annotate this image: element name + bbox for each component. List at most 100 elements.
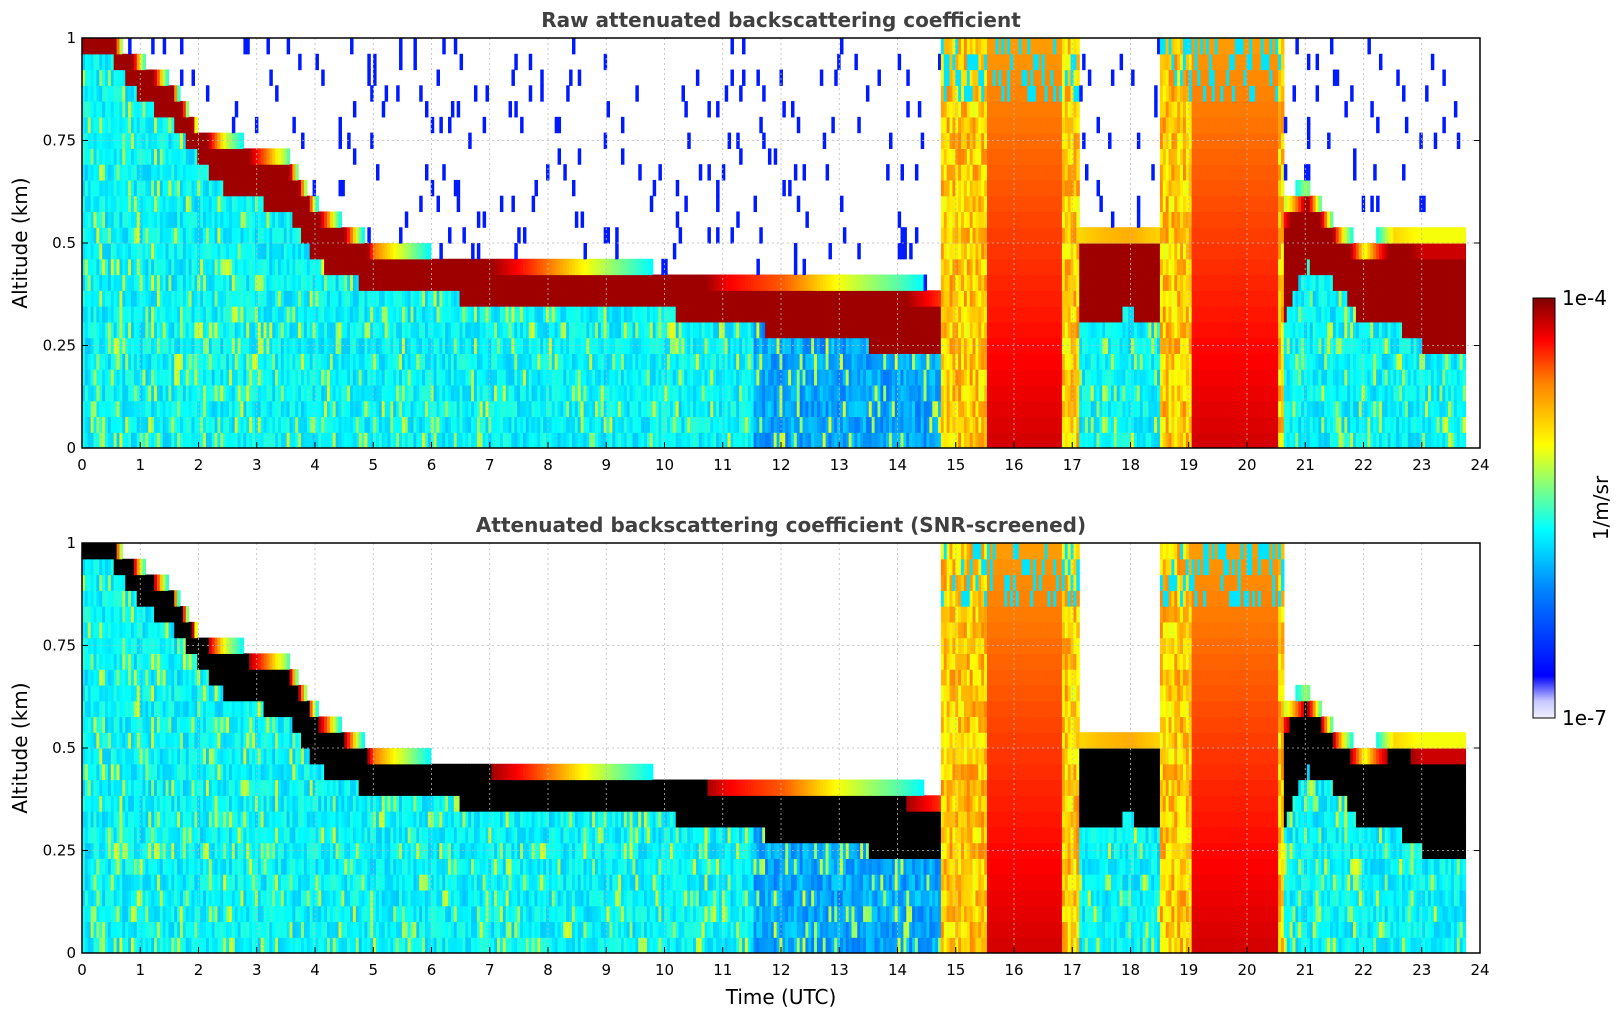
heatmap-cell	[808, 400, 812, 418]
heatmap-cell	[889, 416, 893, 433]
heatmap-cell	[335, 353, 340, 370]
heatmap-cell	[796, 384, 801, 402]
heatmap-cell	[122, 179, 126, 197]
heatmap-cell	[272, 384, 276, 402]
heatmap-cell	[845, 306, 850, 323]
heatmap-cell	[151, 321, 155, 339]
heatmap-cell	[344, 369, 348, 386]
heatmap-cell	[341, 227, 345, 244]
heatmap-cell	[961, 353, 965, 370]
heatmap-cell	[154, 274, 158, 291]
heatmap-cell	[597, 337, 602, 354]
heatmap-cell	[681, 274, 685, 291]
heatmap-cell	[897, 211, 902, 228]
heatmap-cell	[776, 274, 781, 291]
heatmap-cell	[834, 290, 838, 307]
heatmap-cell	[122, 211, 126, 228]
heatmap-cell	[338, 400, 342, 418]
heatmap-cell	[165, 85, 170, 102]
heatmap-cell	[231, 416, 236, 433]
heatmap-cell	[618, 369, 622, 386]
heatmap-cell	[972, 274, 977, 291]
heatmap-cell	[949, 116, 954, 134]
heatmap-cell	[600, 416, 605, 433]
heatmap-cell	[641, 258, 645, 276]
heatmap-cell	[82, 53, 86, 71]
heatmap-cell	[90, 416, 95, 433]
heatmap-cell	[367, 384, 371, 402]
heatmap-cell	[131, 69, 135, 86]
heatmap-cell	[367, 290, 371, 307]
heatmap-cell	[966, 195, 971, 213]
heatmap-cell	[93, 38, 98, 55]
heatmap-cell	[214, 337, 219, 354]
heatmap-cell	[886, 416, 890, 433]
heatmap-cell	[220, 384, 224, 402]
heatmap-cell	[497, 290, 501, 307]
heatmap-cell	[200, 164, 204, 181]
heatmap-cell	[525, 353, 530, 370]
heatmap-cell	[84, 227, 89, 244]
heatmap-cell	[969, 384, 974, 402]
heatmap-cell	[972, 195, 977, 213]
heatmap-cell	[736, 416, 740, 433]
heatmap-cell	[131, 290, 135, 307]
heatmap-cell	[128, 148, 132, 165]
heatmap-cell	[116, 195, 121, 213]
heatmap-cell	[972, 353, 977, 370]
heatmap-cell	[917, 369, 922, 386]
heatmap-cell	[802, 400, 807, 418]
heatmap-cell	[874, 369, 879, 386]
heatmap-cell	[917, 274, 922, 291]
heatmap-cell	[263, 416, 268, 433]
heatmap-cell	[883, 353, 887, 370]
heatmap-cell	[234, 179, 239, 197]
heatmap-cell	[226, 290, 230, 307]
heatmap-cell	[165, 69, 170, 86]
heatmap-cell	[165, 384, 170, 402]
heatmap-cell	[597, 258, 602, 276]
heatmap-cell	[629, 290, 634, 307]
heatmap-cell	[131, 321, 135, 339]
heatmap-cell	[926, 321, 930, 339]
heatmap-cell	[427, 258, 432, 276]
heatmap-cell	[82, 101, 86, 118]
heatmap-cell	[84, 416, 89, 433]
heatmap-cell	[932, 306, 936, 323]
heatmap-cell	[171, 148, 175, 165]
heatmap-cell	[946, 116, 951, 134]
heatmap-cell	[756, 432, 760, 448]
heatmap-cell	[571, 321, 576, 339]
heatmap-cell	[309, 227, 314, 244]
heatmap-cell	[174, 369, 178, 386]
heatmap-cell	[306, 400, 311, 418]
heatmap-cell	[707, 353, 711, 370]
heatmap-cell	[499, 337, 504, 354]
heatmap-cell	[283, 321, 288, 339]
heatmap-cell	[332, 337, 337, 354]
heatmap-cell	[894, 384, 899, 402]
heatmap-cell	[396, 400, 400, 418]
heatmap-cell	[280, 321, 285, 339]
heatmap-cell	[145, 227, 149, 244]
heatmap-cell	[632, 400, 636, 418]
heatmap-cell	[491, 432, 495, 448]
heatmap-cell	[107, 337, 112, 354]
heatmap-cell	[252, 306, 256, 323]
heatmap-cell	[448, 258, 452, 276]
heatmap-cell	[744, 290, 749, 307]
heatmap-cell	[295, 353, 299, 370]
heatmap-cell	[949, 164, 954, 181]
heatmap-cell	[742, 38, 746, 55]
heatmap-cell	[952, 116, 956, 134]
heatmap-cell	[246, 164, 250, 181]
heatmap-cell	[303, 337, 308, 354]
heatmap-cell	[698, 369, 703, 386]
heatmap-cell	[280, 384, 285, 402]
heatmap-cell	[148, 274, 152, 291]
heatmap-cell	[531, 274, 536, 291]
heatmap-cell	[923, 337, 928, 354]
heatmap-cell	[350, 38, 354, 55]
heatmap-cell	[600, 400, 605, 418]
heatmap-cell	[387, 274, 391, 291]
